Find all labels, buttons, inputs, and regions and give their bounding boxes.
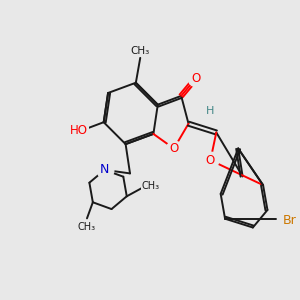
- Text: O: O: [206, 154, 215, 167]
- Text: HO: HO: [70, 124, 88, 137]
- Text: O: O: [191, 72, 200, 85]
- Text: H: H: [206, 106, 214, 116]
- Text: Br: Br: [283, 214, 297, 227]
- Text: O: O: [169, 142, 178, 155]
- Text: CH₃: CH₃: [142, 181, 160, 191]
- Text: N: N: [100, 164, 109, 176]
- Text: CH₃: CH₃: [78, 221, 96, 232]
- Text: CH₃: CH₃: [130, 46, 150, 56]
